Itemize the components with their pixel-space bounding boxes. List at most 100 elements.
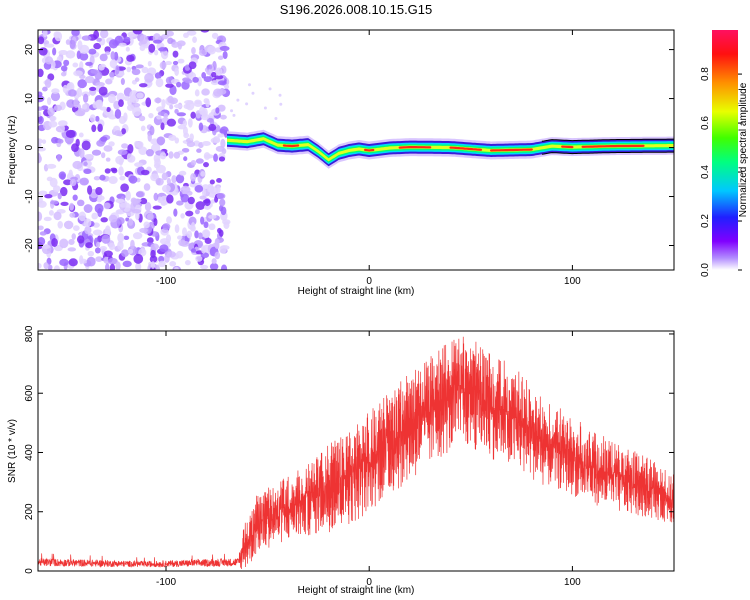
noise-speck — [127, 143, 134, 154]
noise-speck — [174, 137, 180, 144]
noise-speck — [196, 148, 202, 153]
noise-speck — [183, 103, 191, 110]
noise-speck — [99, 106, 107, 111]
noise-speck — [60, 124, 65, 133]
noise-speck — [74, 110, 85, 117]
noise-speck — [68, 258, 78, 267]
noise-speck — [49, 115, 57, 122]
noise-speck — [95, 115, 100, 122]
noise-speck — [47, 264, 53, 270]
noise-speck — [69, 39, 76, 49]
noise-speck — [183, 156, 188, 162]
noise-speck — [79, 255, 84, 265]
noise-speck — [57, 220, 63, 229]
noise-speck — [130, 239, 135, 250]
noise-speck — [148, 43, 156, 53]
noise-speck — [161, 34, 169, 40]
noise-speck — [77, 40, 83, 51]
noise-speck — [48, 120, 58, 128]
noise-speck — [134, 162, 144, 168]
noise-speck — [268, 87, 272, 91]
noise-speck — [157, 111, 166, 116]
noise-speck — [199, 195, 207, 200]
noise-speck — [115, 198, 125, 204]
noise-speck — [208, 123, 217, 132]
noise-speck — [89, 86, 97, 91]
noise-speck — [203, 230, 210, 238]
noise-speck — [101, 234, 111, 244]
noise-speck — [172, 60, 179, 66]
noise-speck — [213, 153, 219, 162]
noise-speck — [104, 168, 111, 174]
noise-speck — [168, 151, 174, 159]
noise-speck — [135, 262, 142, 270]
noise-speck — [177, 42, 182, 50]
noise-speck — [278, 93, 282, 97]
noise-speck — [178, 239, 186, 247]
noise-speck — [200, 264, 209, 270]
noise-speck — [92, 229, 103, 236]
noise-speck — [44, 194, 53, 199]
noise-speck — [95, 256, 103, 262]
noise-speck — [50, 200, 59, 205]
spectrogram-frame — [37, 29, 675, 271]
noise-speck — [93, 30, 100, 40]
noise-speck — [115, 155, 125, 165]
noise-speck — [176, 200, 184, 206]
noise-speck — [216, 192, 226, 200]
noise-speck — [103, 145, 113, 152]
noise-speck — [76, 87, 82, 98]
noise-speck — [68, 89, 77, 97]
noise-speck — [215, 185, 221, 194]
noise-speck — [145, 149, 154, 157]
noise-speck — [131, 68, 141, 76]
noise-speck — [195, 201, 206, 210]
noise-speck — [236, 98, 240, 102]
noise-speck — [216, 88, 227, 95]
noise-speck — [94, 203, 104, 214]
noise-speck — [214, 75, 224, 80]
noise-speck — [98, 64, 105, 71]
noise-speck — [208, 214, 217, 219]
snr-line — [38, 336, 674, 570]
noise-speck — [160, 122, 165, 131]
noise-speck — [215, 107, 220, 114]
noise-speck — [99, 174, 106, 181]
noise-speck — [109, 59, 117, 69]
noise-speck — [72, 225, 80, 232]
noise-speck — [126, 66, 132, 73]
noise-speck — [81, 103, 88, 110]
noise-speck — [154, 49, 159, 56]
noise-speck — [53, 185, 61, 193]
noise-speck — [110, 51, 116, 60]
y-tick-label: 600 — [24, 384, 35, 401]
noise-speck — [88, 48, 97, 55]
snr-frame — [37, 330, 675, 572]
noise-speck — [200, 30, 210, 33]
noise-speck — [114, 130, 123, 137]
noise-speck — [224, 84, 230, 90]
noise-speck — [39, 231, 47, 236]
noise-speck — [53, 211, 62, 221]
noise-speck — [160, 49, 169, 60]
noise-speck — [71, 143, 79, 153]
noise-speck — [108, 93, 116, 104]
y-tick-label: 10 — [24, 93, 35, 105]
noise-speck — [38, 236, 46, 246]
noise-speck — [138, 146, 148, 156]
noise-speck — [45, 43, 55, 48]
noise-speck — [203, 161, 209, 168]
noise-speck — [38, 106, 44, 111]
noise-speck — [220, 264, 228, 270]
noise-speck — [132, 106, 142, 117]
noise-speck — [166, 251, 176, 258]
noise-speck — [166, 177, 171, 185]
noise-speck — [58, 50, 68, 56]
noise-speck — [279, 102, 283, 106]
noise-speck — [155, 178, 164, 186]
noise-speck — [165, 83, 174, 88]
noise-speck — [190, 159, 197, 166]
noise-speck — [176, 112, 187, 117]
noise-speck — [188, 61, 197, 70]
spectrogram-ylabel: Frequency (Hz) — [7, 116, 18, 185]
